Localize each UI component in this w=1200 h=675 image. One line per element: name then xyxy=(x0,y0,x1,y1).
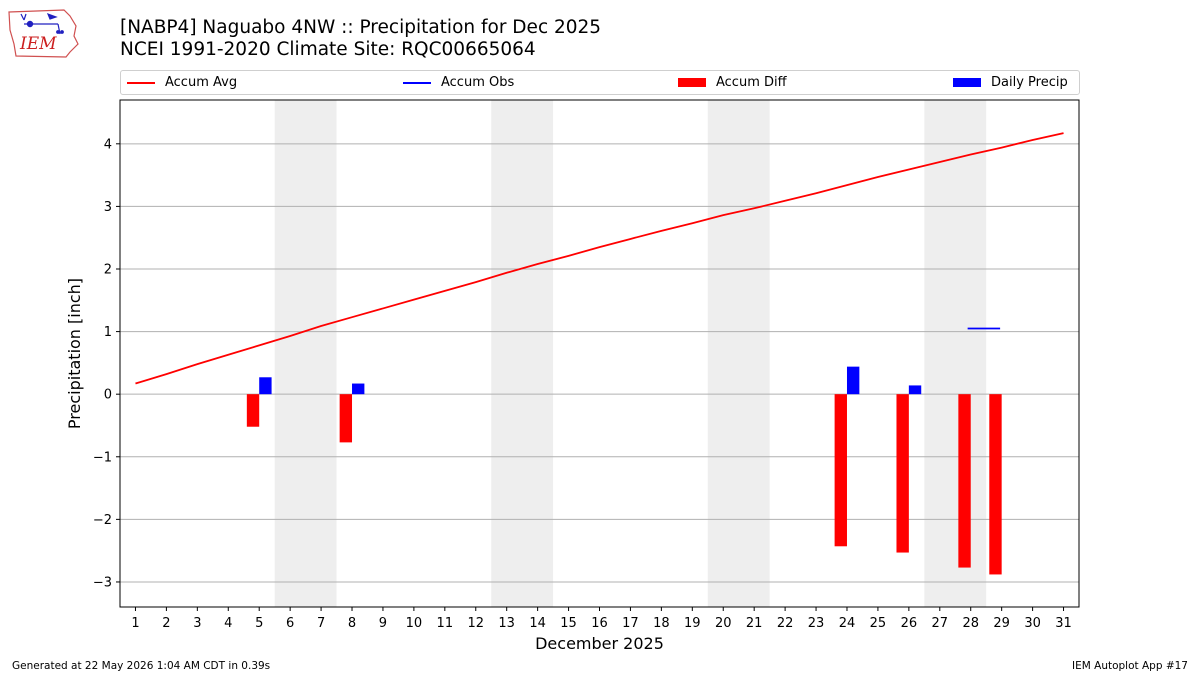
iem-logo: IEM xyxy=(8,9,79,58)
x-tick-label: 25 xyxy=(870,616,887,631)
legend-label: Accum Obs xyxy=(441,75,515,90)
generated-timestamp: Generated at 22 May 2026 1:04 AM CDT in … xyxy=(12,660,271,672)
x-tick-label: 8 xyxy=(348,616,356,631)
x-tick-label: 19 xyxy=(684,616,701,631)
x-tick-label: 14 xyxy=(529,616,546,631)
plot-frame xyxy=(119,99,1080,608)
legend-swatch xyxy=(953,78,981,87)
y-tick-label: 0 xyxy=(104,388,112,403)
weather-station-icon xyxy=(20,12,64,35)
legend-label: Daily Precip xyxy=(991,75,1068,90)
x-tick-label: 13 xyxy=(498,616,515,631)
x-tick-label: 22 xyxy=(777,616,794,631)
legend-label: Accum Avg xyxy=(165,75,238,90)
iem-logo-text: IEM xyxy=(19,34,57,54)
x-tick-label: 24 xyxy=(839,616,856,631)
chart-title: [NABP4] Naguabo 4NW :: Precipitation for… xyxy=(120,17,602,38)
x-tick-label: 7 xyxy=(317,616,325,631)
y-tick-label: 2 xyxy=(104,263,112,278)
x-axis-label: December 2025 xyxy=(535,634,664,653)
x-tick-label: 27 xyxy=(932,616,949,631)
x-tick-label: 2 xyxy=(162,616,170,631)
x-tick-label: 23 xyxy=(808,616,825,631)
y-tick-label: −3 xyxy=(93,575,112,590)
legend: Accum Avg Accum Obs Accum Diff Daily Precip xyxy=(120,70,1080,95)
weekend-band xyxy=(491,100,554,607)
y-tick-label: 1 xyxy=(104,325,112,340)
x-tick-label: 16 xyxy=(591,616,608,631)
legend-item-accum-avg: Accum Avg xyxy=(127,71,237,94)
legend-swatch xyxy=(678,78,706,87)
x-tick-label: 3 xyxy=(193,616,201,631)
legend-swatch xyxy=(403,81,431,84)
x-tick-label: 30 xyxy=(1024,616,1041,631)
legend-item-accum-obs: Accum Obs xyxy=(403,71,514,94)
x-tick-label: 29 xyxy=(993,616,1010,631)
x-tick-label: 10 xyxy=(406,616,423,631)
accum-diff-bar xyxy=(246,394,260,427)
daily-precip-bar xyxy=(352,383,365,395)
accum-diff-bar xyxy=(834,394,847,547)
x-tick-label: 21 xyxy=(746,616,763,631)
app-credit: IEM Autoplot App #17 xyxy=(1072,660,1188,672)
daily-precip-bar xyxy=(846,366,860,395)
daily-precip-bar xyxy=(908,385,922,395)
y-tick-label: −2 xyxy=(93,513,112,528)
accum-diff-bar xyxy=(896,394,909,553)
chart-subtitle: NCEI 1991-2020 Climate Site: RQC00665064 xyxy=(120,39,536,60)
y-tick-label: −1 xyxy=(93,450,112,465)
accum-diff-bar xyxy=(958,394,971,568)
accum-avg-line xyxy=(135,132,1064,385)
x-tick-label: 1 xyxy=(131,616,139,631)
accum-diff-bar xyxy=(339,394,353,443)
x-tick-label: 12 xyxy=(467,616,484,631)
daily-precip-bar xyxy=(259,377,272,395)
y-tick-label: 3 xyxy=(104,200,112,215)
x-tick-label: 20 xyxy=(715,616,732,631)
x-tick-label: 6 xyxy=(286,616,294,631)
legend-label: Accum Diff xyxy=(716,75,787,90)
y-axis-label: Precipitation [inch] xyxy=(65,278,84,429)
x-tick-label: 17 xyxy=(622,616,639,631)
x-tick-label: 15 xyxy=(560,616,577,631)
legend-item-daily-precip: Daily Precip xyxy=(953,71,1068,94)
legend-item-accum-diff: Accum Diff xyxy=(678,71,787,94)
y-tick-label: 4 xyxy=(104,137,112,152)
x-tick-label: 18 xyxy=(653,616,670,631)
x-tick-label: 28 xyxy=(962,616,979,631)
legend-swatch xyxy=(127,81,155,84)
weekend-band xyxy=(707,100,770,607)
x-tick-label: 11 xyxy=(437,616,454,631)
weekend-band xyxy=(924,100,987,607)
accum-diff-bar xyxy=(989,394,1002,575)
x-tick-label: 4 xyxy=(224,616,232,631)
x-tick-label: 31 xyxy=(1055,616,1072,631)
x-tick-label: 26 xyxy=(901,616,918,631)
weekend-band xyxy=(274,100,337,607)
x-tick-label: 9 xyxy=(379,616,387,631)
x-tick-label: 5 xyxy=(255,616,263,631)
iowa-outline-icon xyxy=(8,9,79,58)
